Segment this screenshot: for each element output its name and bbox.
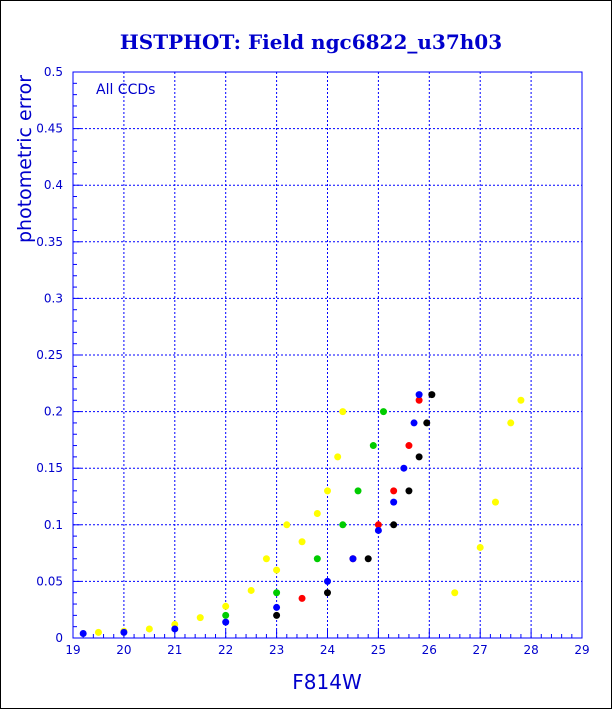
data-point — [222, 602, 230, 610]
data-point — [428, 391, 436, 399]
data-point — [298, 594, 306, 602]
data-point — [476, 543, 484, 551]
chart-title: HSTPHOT: Field ngc6822_u37h03 — [120, 30, 502, 54]
x-tick-label: 20 — [116, 643, 131, 657]
data-point — [405, 442, 413, 450]
data-point — [222, 611, 230, 619]
data-point — [374, 526, 382, 534]
y-tick-label: 0.4 — [44, 178, 63, 192]
data-point — [415, 396, 423, 404]
data-point — [324, 589, 331, 597]
x-tick-label: 26 — [422, 643, 437, 657]
data-point — [222, 618, 230, 626]
data-point — [507, 419, 515, 427]
data-point — [334, 453, 342, 461]
data-point — [354, 487, 362, 495]
data-point — [400, 464, 408, 472]
data-point — [491, 498, 499, 506]
y-axis-label: photometric error — [14, 75, 36, 243]
x-tick-label: 29 — [574, 643, 589, 657]
x-tick-label: 28 — [523, 643, 538, 657]
data-point — [247, 586, 255, 594]
data-point — [390, 521, 398, 529]
data-point — [273, 566, 281, 574]
data-point — [364, 555, 372, 563]
data-point — [145, 625, 153, 633]
data-point — [379, 408, 387, 416]
data-point — [94, 628, 102, 636]
x-tick-label: 23 — [269, 643, 284, 657]
data-point — [324, 577, 331, 585]
x-tick-label: 22 — [218, 643, 233, 657]
data-point — [79, 629, 87, 637]
data-point — [196, 614, 204, 622]
y-tick-label: 0.05 — [36, 574, 63, 588]
data-point — [415, 453, 423, 461]
y-tick-label: 0.2 — [44, 405, 63, 419]
x-tick-label: 24 — [320, 643, 335, 657]
data-point — [349, 555, 357, 563]
data-point — [339, 521, 347, 529]
y-tick-label: 0.45 — [36, 122, 63, 136]
series-0 — [94, 396, 525, 636]
data-point — [324, 487, 331, 495]
series-2 — [298, 396, 423, 602]
data-point — [273, 611, 281, 619]
y-tick-label: 0.15 — [36, 461, 63, 475]
data-point — [273, 603, 281, 611]
data-point — [313, 509, 321, 517]
y-tick-label: 0.5 — [44, 65, 63, 79]
data-point — [390, 487, 398, 495]
data-point — [283, 521, 291, 529]
data-point — [313, 555, 321, 563]
y-tick-label: 0.35 — [36, 235, 63, 249]
data-point — [410, 419, 418, 427]
scatter-layer — [79, 391, 525, 637]
chart-annotation: All CCDs — [96, 82, 155, 98]
x-tick-label: 27 — [473, 643, 488, 657]
y-tick-label: 0.1 — [44, 518, 63, 532]
data-point — [415, 391, 423, 399]
data-point — [390, 498, 398, 506]
x-tick-label: 19 — [65, 643, 80, 657]
series-3 — [79, 391, 423, 637]
series-4 — [273, 391, 436, 619]
x-axis-label: F814W — [292, 670, 362, 694]
x-tick-label: 21 — [167, 643, 182, 657]
data-point — [423, 419, 431, 427]
x-tick-label: 25 — [371, 643, 386, 657]
ticks: 19 20 21 22 23 24 25 26 27 28 29 0 0.05 0.1 0.15 0.2 0.2… — [36, 65, 589, 657]
data-point — [298, 538, 306, 546]
y-tick-label: 0.25 — [36, 348, 63, 362]
data-point — [369, 442, 377, 450]
data-point — [262, 555, 270, 563]
grid — [72, 71, 583, 639]
data-point — [374, 521, 382, 529]
y-tick-label: 0.3 — [44, 291, 63, 305]
y-tick-label: 0 — [55, 631, 63, 645]
data-point — [451, 589, 459, 597]
data-point — [405, 487, 413, 495]
data-point — [171, 625, 179, 633]
series-1 — [222, 408, 387, 619]
data-point — [273, 589, 281, 597]
data-point — [339, 408, 347, 416]
data-point — [517, 396, 525, 404]
